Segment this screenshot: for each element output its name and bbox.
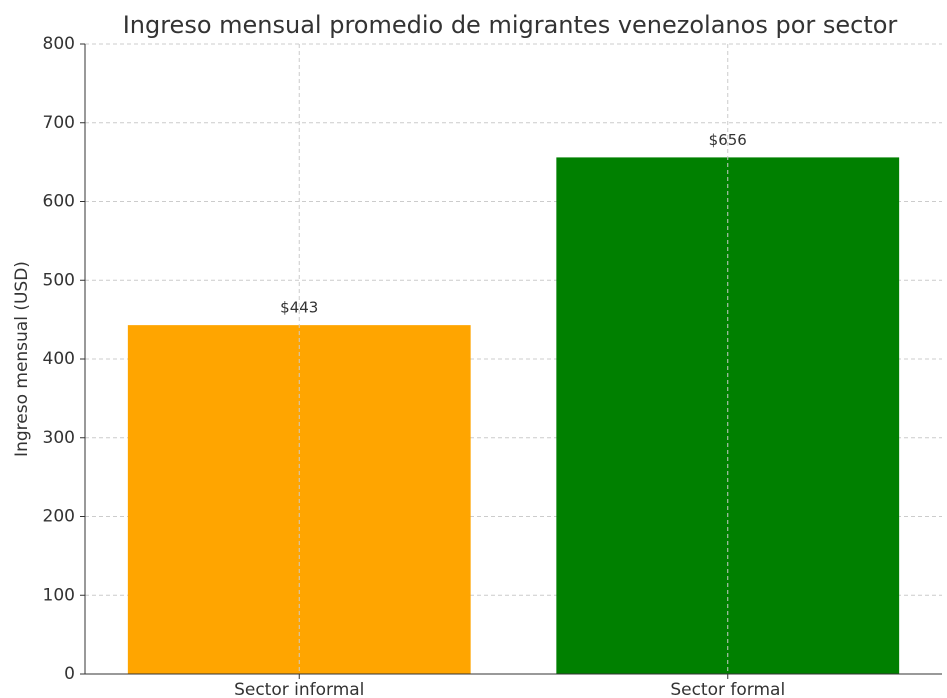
value-label: $656 — [709, 131, 747, 149]
y-tick-label: 100 — [43, 585, 75, 605]
y-axis-label: Ingreso mensual (USD) — [12, 261, 32, 457]
chart-title: Ingreso mensual promedio de migrantes ve… — [123, 11, 898, 39]
x-tick-label: Sector informal — [234, 680, 364, 698]
y-tick-label: 500 — [43, 270, 75, 290]
y-tick-label: 800 — [43, 34, 75, 54]
y-tick-label: 700 — [43, 113, 75, 133]
y-tick-label: 300 — [43, 428, 75, 448]
value-label: $443 — [280, 299, 318, 317]
y-tick-label: 600 — [43, 192, 75, 212]
x-tick-label: Sector formal — [670, 680, 785, 698]
y-tick-label: 0 — [64, 664, 75, 684]
y-tick-label: 400 — [43, 349, 75, 369]
y-tick-label: 200 — [43, 507, 75, 527]
